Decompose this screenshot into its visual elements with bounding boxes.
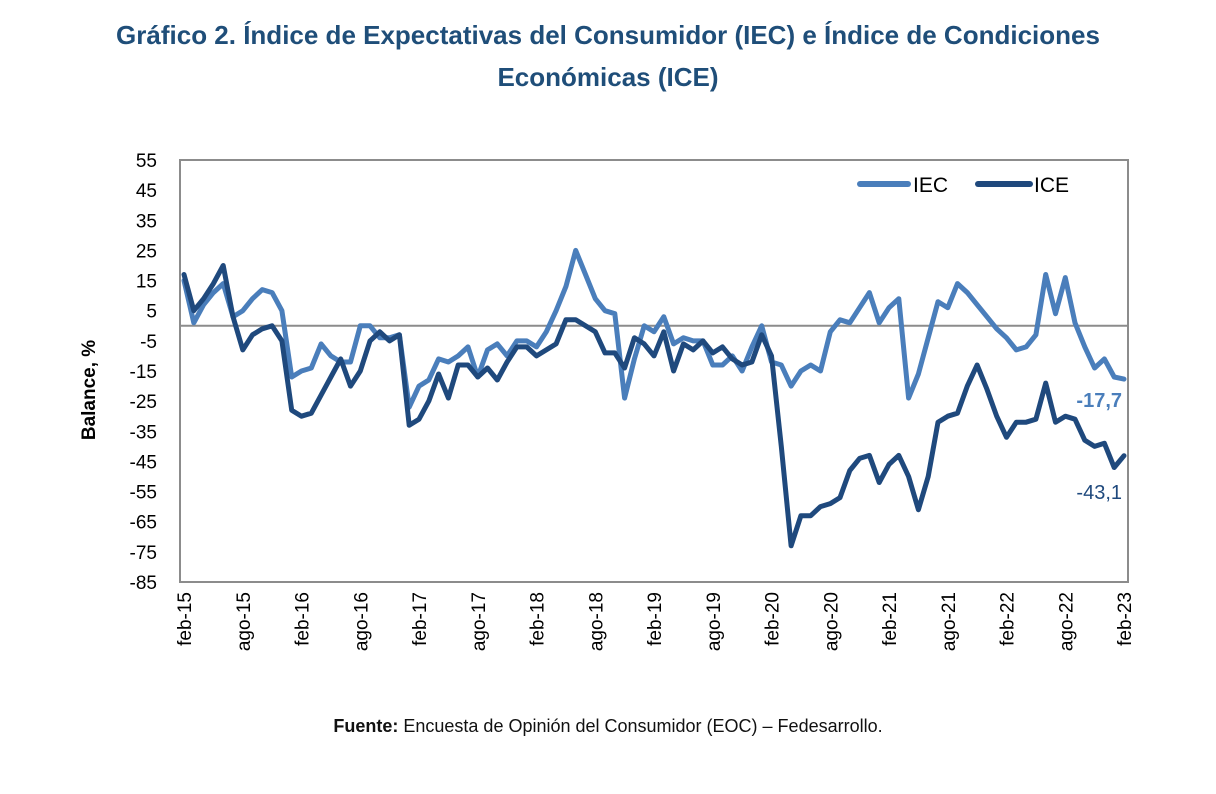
y-tick-label: -85: [130, 573, 157, 594]
x-tick-label: feb-17: [410, 592, 431, 646]
plot-area-border: [179, 159, 1129, 583]
y-tick-label: 15: [136, 272, 157, 293]
series-line-ice: [181, 263, 1127, 549]
y-tick-label: 55: [136, 151, 157, 172]
legend: IEC ICE: [857, 174, 1069, 197]
y-tick-label: -35: [130, 422, 157, 443]
y-tick-label: -45: [130, 452, 157, 473]
y-axis-label: Balance, %: [79, 340, 100, 440]
x-tick-label: ago-19: [704, 592, 725, 651]
x-tick-label: feb-21: [880, 592, 901, 646]
chart-title-line-2: Económicas (ICE): [497, 62, 719, 92]
x-tick-label: feb-19: [645, 592, 666, 646]
y-tick-label: 45: [136, 181, 157, 202]
y-tick-label: -75: [130, 543, 157, 564]
x-tick-label: ago-16: [351, 592, 372, 651]
legend-label-ice: ICE: [1034, 174, 1069, 197]
x-tick-label: ago-18: [586, 592, 607, 651]
y-tick-label: -65: [130, 513, 157, 534]
x-tick-label: ago-21: [939, 592, 960, 651]
iec-end-label: -17,7: [1076, 390, 1122, 412]
y-tick-label: 5: [146, 302, 157, 323]
chart-title-line-1: Gráfico 2. Índice de Expectativas del Co…: [116, 20, 1100, 50]
x-tick-label: ago-20: [821, 592, 842, 651]
x-tick-label: feb-16: [293, 592, 314, 646]
y-tick-label: 25: [136, 241, 157, 262]
y-tick-label: -5: [140, 332, 157, 353]
source-label: Fuente:: [333, 716, 399, 736]
y-tick-label: -15: [130, 362, 157, 383]
x-tick-label: feb-15: [175, 592, 196, 646]
y-tick-label: 35: [136, 211, 157, 232]
x-tick-label: feb-18: [528, 592, 549, 646]
source-note: Fuente: Encuesta de Opinión del Consumid…: [0, 716, 1216, 737]
source-text: Encuesta de Opinión del Consumidor (EOC)…: [398, 716, 883, 736]
y-tick-label: -55: [130, 483, 157, 504]
ice-end-label: -43,1: [1076, 482, 1122, 504]
y-tick-label: -25: [130, 392, 157, 413]
x-tick-label: ago-22: [1056, 592, 1077, 651]
x-tick-label: ago-15: [234, 592, 255, 651]
x-tick-label: feb-20: [763, 592, 784, 646]
x-tick-label: ago-17: [469, 592, 490, 651]
x-tick-label: feb-22: [998, 592, 1019, 646]
legend-label-iec: IEC: [913, 174, 948, 197]
x-tick-label: feb-23: [1115, 592, 1136, 646]
